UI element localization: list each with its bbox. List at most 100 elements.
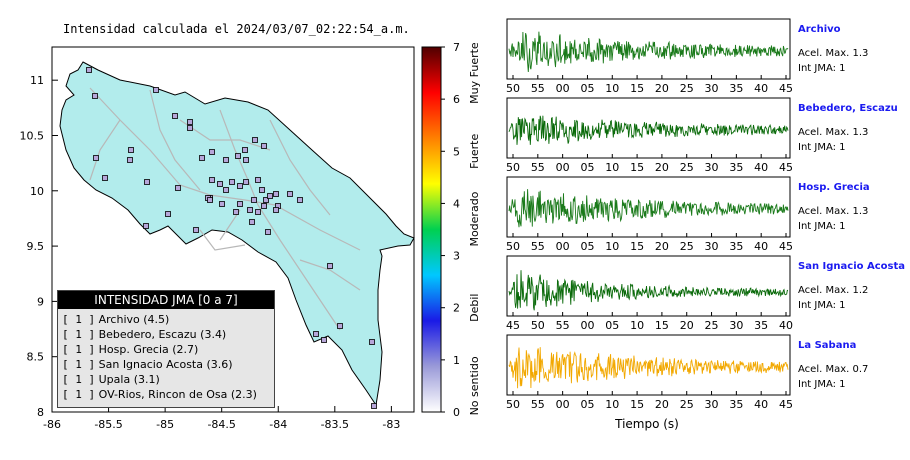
map-y-tick-label: 9 — [37, 295, 44, 308]
waveform-tick-label: 35 — [729, 398, 743, 411]
waveform-tick-label: 10 — [605, 240, 619, 253]
station-marker — [143, 223, 149, 229]
waveform-tick-label: 25 — [680, 82, 694, 95]
waveform-tick-label: 20 — [680, 319, 694, 332]
peak-acceleration-label: Acel. Max. 1.3 — [798, 48, 869, 59]
waveform-tick-label: 45 — [779, 398, 793, 411]
station-marker — [172, 113, 178, 119]
waveform-tick-label: 05 — [580, 240, 594, 253]
station-marker — [313, 331, 319, 337]
stations-layer — [86, 67, 377, 409]
waveform-tick-label: 50 — [506, 161, 520, 174]
waveform-tick-label: 15 — [655, 319, 669, 332]
waveform-tick-label: 10 — [605, 161, 619, 174]
legend-item-label: Hosp. Grecia (2.7) — [95, 343, 199, 356]
station-marker — [255, 177, 261, 183]
map-y-tick-label: 8 — [37, 406, 44, 419]
station-marker — [263, 197, 269, 203]
station-marker — [261, 143, 267, 149]
panel-title: Bebedero, Escazu — [798, 103, 898, 114]
panel-title: Hosp. Grecia — [798, 182, 870, 193]
station-marker — [193, 227, 199, 233]
station-marker — [86, 67, 92, 73]
waveform-tick-label: 30 — [705, 82, 719, 95]
station-marker — [261, 203, 267, 209]
legend-title: INTENSIDAD JMA [0 a 7] — [58, 291, 274, 309]
station-marker — [223, 187, 229, 193]
waveform-tick-label: 50 — [506, 398, 520, 411]
legend-item-label: Archivo (4.5) — [95, 313, 170, 326]
station-marker — [209, 177, 215, 183]
map-x-tick-label: -86 — [43, 418, 61, 431]
waveform-tick-label: 00 — [556, 161, 570, 174]
waveform-trace — [508, 115, 789, 145]
station-marker — [217, 181, 223, 187]
waveform-panel: 50 55 00 05 10 15 20 25 30 35 40 45 — [506, 176, 793, 253]
waveform-tick-label: 05 — [580, 82, 594, 95]
station-marker — [219, 201, 225, 207]
station-marker — [259, 187, 265, 193]
waveform-tick-label: 55 — [531, 240, 545, 253]
waveform-trace — [508, 189, 789, 228]
roads-layer — [89, 87, 361, 331]
station-marker — [321, 337, 327, 343]
waveform-tick-label: 15 — [630, 161, 644, 174]
colorbar-category-label: Debil — [468, 294, 481, 322]
station-marker — [92, 93, 98, 99]
waveform-tick-label: 30 — [705, 240, 719, 253]
waveform-tick-label: 10 — [605, 398, 619, 411]
map-x-tick-label: -85.5 — [94, 418, 122, 431]
station-marker — [223, 157, 229, 163]
jma-intensity-label: Int JMA: 1 — [798, 142, 846, 153]
jma-intensity-label: Int JMA: 1 — [798, 221, 846, 232]
waveform-tick-label: 55 — [531, 161, 545, 174]
map-x-tick-label: -84 — [269, 418, 287, 431]
waveform-tick-label: 40 — [754, 240, 768, 253]
legend-item-label: San Ignacio Acosta (3.6) — [95, 358, 233, 371]
station-marker — [209, 149, 215, 155]
station-marker — [175, 185, 181, 191]
jma-intensity-label: Int JMA: 1 — [798, 63, 846, 74]
waveform-tick-label: 30 — [729, 319, 743, 332]
legend-item-bracket: [ 1 ] — [62, 373, 96, 386]
map-x-axis: -86 -85.5 -85 -84.5 -84 -83.5 -83 — [43, 406, 400, 431]
waveform-tick-label: 25 — [680, 398, 694, 411]
waveform-tick-label: 25 — [680, 240, 694, 253]
station-marker — [369, 339, 375, 345]
waveform-tick-label: 15 — [630, 398, 644, 411]
waveform-tick-label: 15 — [630, 240, 644, 253]
station-marker — [265, 229, 271, 235]
station-marker — [287, 191, 293, 197]
map-y-tick-label: 10 — [30, 185, 44, 198]
legend-item-label: Bebedero, Escazu (3.4) — [95, 328, 227, 341]
legend-item: [ 1 ] San Ignacio Acosta (3.6) — [62, 358, 233, 371]
waveform-tick-label: 50 — [506, 82, 520, 95]
station-marker — [207, 197, 213, 203]
waveform-tick-label: 35 — [754, 319, 768, 332]
legend-item-bracket: [ 1 ] — [62, 343, 96, 356]
waveform-tick-label: 55 — [556, 319, 570, 332]
waveform-trace — [508, 31, 789, 73]
peak-acceleration-label: Acel. Max. 1.2 — [798, 285, 869, 296]
waveform-tick-label: 20 — [655, 398, 669, 411]
station-marker — [165, 211, 171, 217]
map-x-tick-label: -85 — [156, 418, 174, 431]
station-marker — [273, 191, 279, 197]
legend-item: [ 1 ] Bebedero, Escazu (3.4) — [62, 328, 226, 341]
road-line — [199, 229, 246, 251]
station-marker — [229, 179, 235, 185]
waveform-tick-label: 50 — [531, 319, 545, 332]
panel-title: San Ignacio Acosta — [798, 261, 906, 272]
station-marker — [187, 119, 193, 125]
colorbar-tick-label: 3 — [453, 250, 460, 263]
station-marker — [237, 183, 243, 189]
waveform-tick-label: 45 — [779, 82, 793, 95]
road-line — [89, 87, 361, 251]
station-marker — [327, 263, 333, 269]
legend-item-bracket: [ 1 ] — [62, 328, 96, 341]
station-marker — [337, 323, 343, 329]
waveform-frame — [506, 255, 791, 317]
station-marker — [235, 153, 241, 159]
waveform-tick-label: 20 — [655, 161, 669, 174]
waveform-tick-label: 45 — [779, 161, 793, 174]
